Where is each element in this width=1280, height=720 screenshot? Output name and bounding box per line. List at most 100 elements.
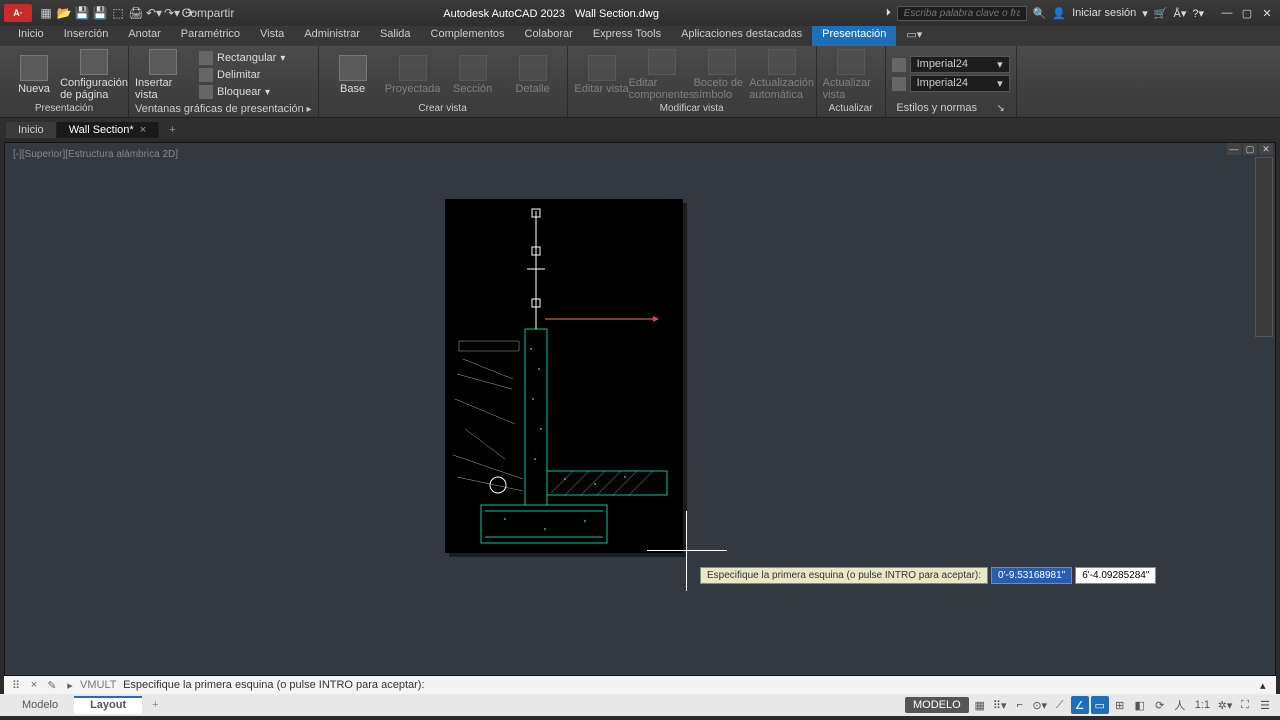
- status-otrack-icon[interactable]: ▭: [1091, 696, 1109, 714]
- ribbon: Nueva Configuración de página Presentaci…: [0, 46, 1280, 118]
- search-marker-icon[interactable]: 🞂: [886, 7, 890, 20]
- cmd-history-icon[interactable]: ▴: [1260, 679, 1272, 692]
- filetab-inicio[interactable]: Inicio: [6, 122, 57, 138]
- dynamic-prompt: Especifique la primera esquina (o pulse …: [700, 567, 988, 584]
- cmd-handle-icon[interactable]: ⠿: [8, 678, 24, 692]
- qat-open-icon[interactable]: 📂: [56, 5, 72, 21]
- status-lwt-icon[interactable]: ⊞: [1111, 696, 1129, 714]
- cmd-close-icon[interactable]: ×: [26, 678, 42, 692]
- drawing-canvas[interactable]: Especifique la primera esquina (o pulse …: [7, 159, 1273, 673]
- qat-new-icon[interactable]: ▦: [38, 5, 54, 21]
- status-max-icon[interactable]: ⛶: [1236, 696, 1254, 714]
- tab-new[interactable]: +: [142, 697, 168, 713]
- status-snap-icon[interactable]: ⠿▾: [991, 696, 1009, 714]
- title-bar: A· ▦ 📂 💾 💾 ⬚ 🖨 ↶▾ ↷▾ ✈ Compartir Autodes…: [0, 0, 1280, 26]
- signin-label[interactable]: Iniciar sesión: [1072, 7, 1136, 19]
- document-area: — ▢ ✕ [-][Superior][Estructura alámbrica…: [4, 142, 1276, 676]
- tab-modelo[interactable]: Modelo: [6, 696, 74, 714]
- status-scale[interactable]: 1:1: [1191, 697, 1214, 713]
- panel-presentacion: Nueva Configuración de página Presentaci…: [0, 46, 129, 117]
- menu-apps[interactable]: Aplicaciones destacadas: [671, 26, 812, 46]
- filetab-wallsection[interactable]: Wall Section*×: [57, 122, 159, 138]
- btn-delimitar[interactable]: Delimitar: [195, 67, 289, 83]
- file-tabs: Inicio Wall Section*× +: [0, 118, 1280, 138]
- doc-maximize-icon[interactable]: ▢: [1243, 143, 1257, 155]
- menu-vista[interactable]: Vista: [250, 26, 294, 46]
- help-icon[interactable]: ?▾: [1192, 7, 1204, 20]
- status-ortho-icon[interactable]: ⌐: [1011, 696, 1029, 714]
- dynamic-y[interactable]: 6'-4.09285284": [1075, 567, 1156, 584]
- menu-complementos[interactable]: Complementos: [421, 26, 515, 46]
- dynamic-x[interactable]: 0'-9.53168981": [991, 567, 1072, 584]
- menu-insercion[interactable]: Inserción: [54, 26, 119, 46]
- menu-anotar[interactable]: Anotar: [118, 26, 170, 46]
- status-cycle-icon[interactable]: ⟳: [1151, 696, 1169, 714]
- menu-extra-icon[interactable]: ▭▾: [896, 26, 932, 46]
- status-gear-icon[interactable]: ✲▾: [1216, 696, 1234, 714]
- quick-access-toolbar: ▦ 📂 💾 💾 ⬚ 🖨 ↶▾ ↷▾ ✈ Compartir: [38, 5, 216, 21]
- status-customize-icon[interactable]: ☰: [1256, 696, 1274, 714]
- qat-redo-icon[interactable]: ↷▾: [164, 5, 180, 21]
- menu-colaborar[interactable]: Colaborar: [515, 26, 583, 46]
- layout-paper[interactable]: [445, 199, 683, 553]
- minimize-button[interactable]: —: [1218, 5, 1236, 21]
- status-annoscale-icon[interactable]: 人: [1171, 696, 1189, 714]
- maximize-button[interactable]: ▢: [1238, 5, 1256, 21]
- btn-nueva[interactable]: Nueva: [6, 48, 62, 102]
- title-text: Autodesk AutoCAD 2023 Wall Section.dwg: [216, 6, 886, 20]
- status-polar-icon[interactable]: ⊙▾: [1031, 696, 1049, 714]
- btn-insertar-vista[interactable]: Insertar vista: [135, 48, 191, 102]
- qat-undo-icon[interactable]: ↶▾: [146, 5, 162, 21]
- command-line[interactable]: ⠿ × ✎ ▸ VMULT Especifique la primera esq…: [4, 676, 1276, 694]
- cmd-recent-icon[interactable]: ▸: [62, 678, 78, 692]
- cmd-config-icon[interactable]: ✎: [44, 678, 60, 692]
- status-transparency-icon[interactable]: ◧: [1131, 696, 1149, 714]
- qat-plot-icon[interactable]: 🖨: [128, 5, 144, 21]
- dropdown-style1[interactable]: Imperial24▾: [910, 56, 1010, 73]
- autodesk-app-icon[interactable]: 🛒: [1154, 7, 1168, 20]
- status-space[interactable]: MODELO: [905, 697, 969, 713]
- dropdown-style2[interactable]: Imperial24▾: [910, 75, 1010, 92]
- status-iso-icon[interactable]: ⟋: [1051, 696, 1069, 714]
- qat-share-label[interactable]: Compartir: [200, 5, 216, 21]
- user-icon[interactable]: 👤: [1052, 7, 1066, 20]
- panel-estilos: Imperial24▾ Imperial24▾ Estilos y normas…: [886, 46, 1017, 117]
- app-icon[interactable]: A·: [4, 4, 32, 22]
- a360-icon[interactable]: Å▾: [1174, 7, 1187, 20]
- close-button[interactable]: ✕: [1258, 5, 1276, 21]
- title-right: 🞂 🔍 👤 Iniciar sesión ▾ 🛒 Å▾ ?▾ — ▢ ✕: [886, 5, 1276, 21]
- btn-bloquear[interactable]: Bloquear ▾: [195, 84, 289, 100]
- style2-icon: [892, 77, 906, 91]
- btn-actualizar-vista: Actualizar vista: [823, 48, 879, 102]
- btn-proyectada: Proyectada: [385, 48, 441, 102]
- menu-inicio[interactable]: Inicio: [8, 26, 54, 46]
- doc-close-icon[interactable]: ✕: [1259, 143, 1273, 155]
- status-bar: MODELO ▦ ⠿▾ ⌐ ⊙▾ ⟋ ∠ ▭ ⊞ ◧ ⟳ 人 1:1 ✲▾ ⛶ …: [905, 696, 1280, 714]
- filetab-new[interactable]: +: [159, 122, 185, 138]
- btn-detalle: Detalle: [505, 48, 561, 102]
- status-osnap-icon[interactable]: ∠: [1071, 696, 1089, 714]
- signin-chevron[interactable]: ▾: [1142, 7, 1148, 20]
- btn-base[interactable]: Base: [325, 48, 381, 102]
- qat-web-icon[interactable]: ⬚: [110, 5, 126, 21]
- menu-administrar[interactable]: Administrar: [294, 26, 370, 46]
- btn-boceto: Boceto de símbolo: [694, 48, 750, 102]
- tab-layout[interactable]: Layout: [74, 696, 142, 714]
- btn-auto-update: Actualización automática: [754, 48, 810, 102]
- status-grid-icon[interactable]: ▦: [971, 696, 989, 714]
- menu-parametrico[interactable]: Paramétrico: [171, 26, 250, 46]
- search-input[interactable]: [897, 6, 1027, 21]
- panel-modificar-vista: Editar vista Editar componentes Boceto d…: [568, 46, 817, 117]
- search-icon[interactable]: 🔍: [1033, 7, 1047, 20]
- menu-presentacion[interactable]: Presentación: [812, 26, 896, 46]
- cmd-text: Especifique la primera esquina (o pulse …: [123, 679, 424, 691]
- btn-rectangular[interactable]: Rectangular ▾: [195, 50, 289, 66]
- btn-config-pagina[interactable]: Configuración de página: [66, 48, 122, 102]
- qat-save-icon[interactable]: 💾: [74, 5, 90, 21]
- doc-minimize-icon[interactable]: —: [1227, 143, 1241, 155]
- menu-salida[interactable]: Salida: [370, 26, 421, 46]
- filetab-close-icon[interactable]: ×: [140, 124, 146, 136]
- btn-editar-comp: Editar componentes: [634, 48, 690, 102]
- qat-saveas-icon[interactable]: 💾: [92, 5, 108, 21]
- menu-express[interactable]: Express Tools: [583, 26, 671, 46]
